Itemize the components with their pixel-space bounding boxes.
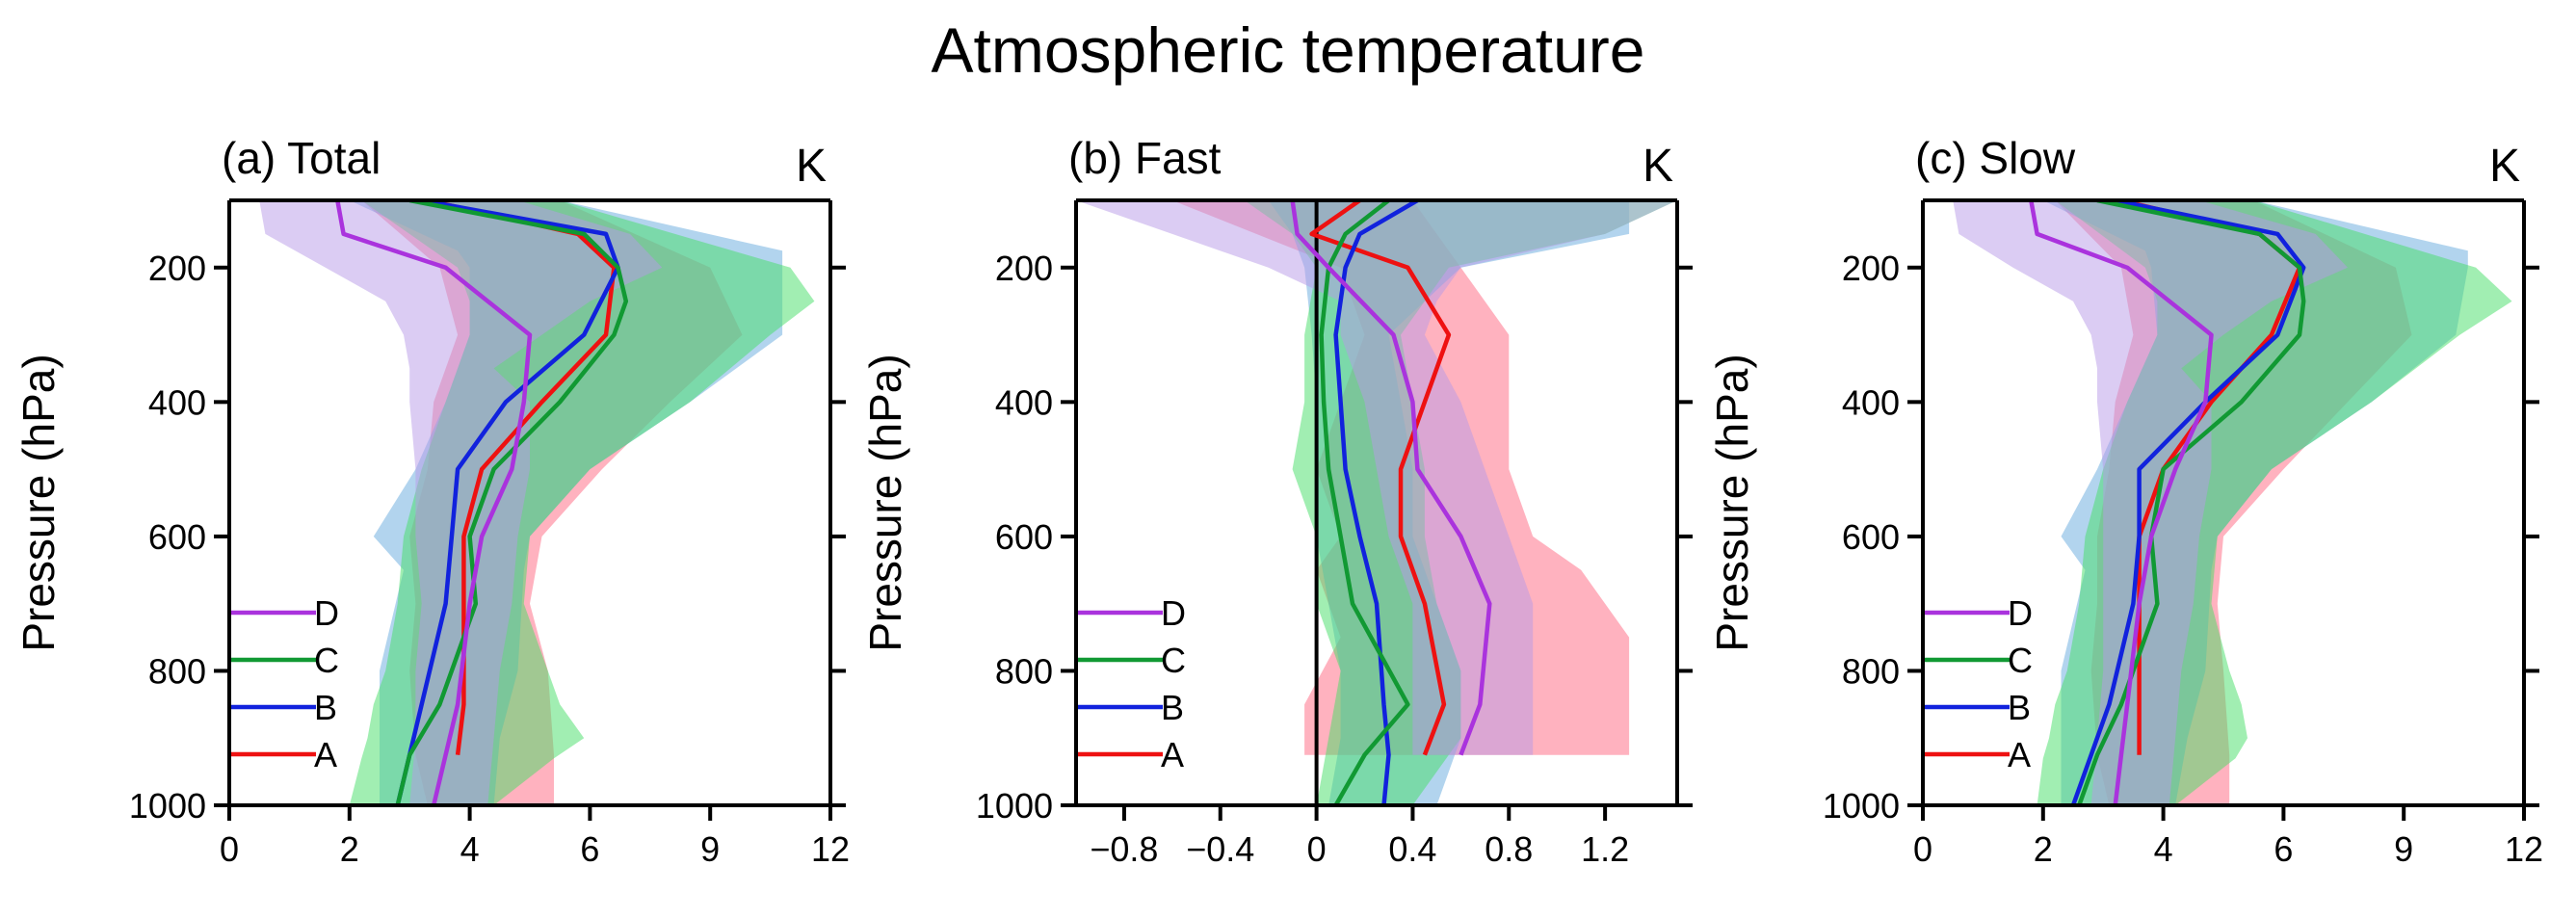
- legend-item-D: D: [231, 593, 339, 633]
- x-tick-label: 4: [2154, 829, 2173, 869]
- legend-item-D: D: [1078, 593, 1186, 633]
- y-tick-label: 1000: [1823, 786, 1900, 826]
- legend-item-A: A: [231, 735, 337, 774]
- x-tick-label: 1.2: [1581, 829, 1629, 869]
- x-tick-label: 0.8: [1485, 829, 1533, 869]
- x-tick-label: −0.8: [1090, 829, 1158, 869]
- series-lines: [335, 200, 629, 805]
- series-line-B: [395, 200, 620, 805]
- legend-label-B: B: [1161, 688, 1184, 727]
- panel-title: (b) Fast: [1068, 133, 1222, 183]
- y-tick-label: 400: [148, 382, 206, 422]
- spread-bands: [259, 200, 815, 805]
- series-line-B: [1333, 200, 1419, 805]
- legend-item-C: C: [1925, 641, 2033, 680]
- y-tick-label: 200: [995, 249, 1053, 288]
- legend-item-B: B: [1078, 688, 1184, 727]
- band-D: [1076, 200, 1677, 755]
- legend-item-C: C: [231, 641, 339, 680]
- panel-title: (a) Total: [222, 133, 381, 183]
- legend-label-A: A: [1161, 735, 1184, 774]
- series-lines: [1290, 200, 1492, 805]
- legend-label-A: A: [314, 735, 337, 774]
- panel-title: (c) Slow: [1915, 133, 2076, 183]
- x-tick-label: 9: [700, 829, 720, 869]
- unit-label: K: [796, 141, 827, 192]
- x-tick-label: 6: [2274, 829, 2293, 869]
- series-line-B: [2070, 200, 2306, 805]
- legend-item-C: C: [1078, 641, 1186, 680]
- legend-label-B: B: [2008, 688, 2031, 727]
- series-line-C: [2077, 200, 2306, 805]
- y-tick-label: 1000: [976, 786, 1053, 826]
- x-tick-label: 12: [2505, 829, 2543, 869]
- x-tick-label: 2: [2034, 829, 2053, 869]
- series-line-C: [395, 200, 629, 805]
- y-axis-label: Pressure (hPa): [1707, 354, 1757, 651]
- x-tick-label: 0: [1307, 829, 1327, 869]
- legend-item-D: D: [1925, 593, 2033, 633]
- y-tick-label: 600: [995, 517, 1053, 557]
- y-tick-label: 800: [1842, 651, 1900, 691]
- legend-label-D: D: [2008, 593, 2033, 633]
- legend-label-C: C: [2008, 641, 2033, 680]
- x-tick-label: 9: [2394, 829, 2413, 869]
- legend-item-B: B: [231, 688, 337, 727]
- y-axis-label: Pressure (hPa): [13, 354, 64, 651]
- series-line-C: [1319, 200, 1410, 805]
- y-tick-label: 800: [995, 651, 1053, 691]
- panel-total: 200 400 600 800 1000 0 2 4 6 9 12 Pressure (hPa) (a)…: [13, 133, 850, 869]
- y-tick-label: 200: [1842, 249, 1900, 288]
- panel-slow: 200 400 600 800 1000 0 2 4 6 9 12 Pressure (hPa) (c)…: [1707, 133, 2543, 869]
- panel-fast: 200 400 600 800 1000 −0.8 −0.4 0 0.4 0.8 1.2 Pressu…: [860, 133, 1693, 869]
- series-lines: [2029, 200, 2306, 805]
- x-tick-label: 0.4: [1388, 829, 1436, 869]
- band-D: [259, 200, 663, 805]
- legend-label-D: D: [1161, 593, 1186, 633]
- y-tick-label: 400: [995, 382, 1053, 422]
- x-tick-label: 6: [580, 829, 599, 869]
- x-tick-label: 2: [340, 829, 359, 869]
- y-axis-label: Pressure (hPa): [860, 354, 910, 651]
- legend-label-D: D: [314, 593, 339, 633]
- x-tick-label: 4: [460, 829, 480, 869]
- figure-title: Atmospheric temperature: [931, 14, 1645, 86]
- spread-bands: [1953, 200, 2512, 805]
- x-tick-label: 0: [220, 829, 239, 869]
- series-line-D: [1290, 200, 1492, 756]
- y-tick-label: 200: [148, 249, 206, 288]
- y-tick-label: 400: [1842, 382, 1900, 422]
- series-line-A: [1309, 200, 1452, 756]
- y-tick-label: 800: [148, 651, 206, 691]
- x-tick-label: −0.4: [1186, 829, 1254, 869]
- unit-label: K: [2489, 141, 2520, 192]
- y-tick-label: 600: [148, 517, 206, 557]
- legend-item-A: A: [1925, 735, 2031, 774]
- y-tick-label: 600: [1842, 517, 1900, 557]
- x-tick-label: 0: [1913, 829, 1932, 869]
- unit-label: K: [1643, 141, 1673, 192]
- legend-label-C: C: [314, 641, 339, 680]
- legend-label-A: A: [2008, 735, 2031, 774]
- legend-label-B: B: [314, 688, 337, 727]
- series-line-D: [335, 200, 533, 805]
- legend-item-A: A: [1078, 735, 1184, 774]
- legend-label-C: C: [1161, 641, 1186, 680]
- series-line-D: [2029, 200, 2214, 805]
- legend-item-B: B: [1925, 688, 2031, 727]
- x-tick-label: 12: [811, 829, 850, 869]
- y-tick-label: 1000: [129, 786, 206, 826]
